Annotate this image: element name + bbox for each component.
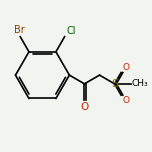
Text: O: O: [81, 102, 89, 112]
Text: CH₃: CH₃: [132, 79, 148, 88]
Text: O: O: [123, 63, 130, 72]
Text: O: O: [123, 96, 130, 105]
Text: Br: Br: [14, 25, 25, 35]
Text: S: S: [111, 79, 118, 89]
Text: Cl: Cl: [66, 26, 76, 36]
